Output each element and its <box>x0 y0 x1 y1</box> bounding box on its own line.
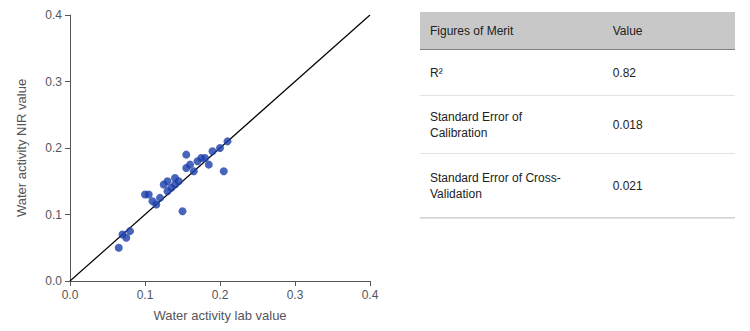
svg-text:Water activity lab value: Water activity lab value <box>153 308 286 323</box>
svg-text:0.3: 0.3 <box>45 75 62 89</box>
svg-text:Calibration: Calibration <box>430 126 487 140</box>
svg-text:0.82: 0.82 <box>613 66 637 80</box>
svg-text:Validation: Validation <box>430 187 482 201</box>
svg-text:0.4: 0.4 <box>362 288 379 302</box>
svg-text:0.2: 0.2 <box>45 141 62 155</box>
svg-text:0.2: 0.2 <box>212 288 229 302</box>
svg-text:R²: R² <box>430 66 443 80</box>
svg-text:0.1: 0.1 <box>137 288 154 302</box>
svg-text:0.1: 0.1 <box>45 208 62 222</box>
svg-text:Water activity NIR value: Water activity NIR value <box>14 79 29 217</box>
svg-text:Value: Value <box>613 24 643 38</box>
svg-text:0.3: 0.3 <box>287 288 304 302</box>
svg-text:Figures of Merit: Figures of Merit <box>430 24 514 38</box>
svg-text:0.0: 0.0 <box>62 288 79 302</box>
svg-text:0.021: 0.021 <box>613 179 643 193</box>
svg-text:Standard Error of Cross-: Standard Error of Cross- <box>430 171 561 185</box>
svg-text:0.018: 0.018 <box>613 118 643 132</box>
svg-text:0.4: 0.4 <box>45 8 62 22</box>
svg-text:Standard Error of: Standard Error of <box>430 110 523 124</box>
svg-text:0.0: 0.0 <box>45 274 62 288</box>
